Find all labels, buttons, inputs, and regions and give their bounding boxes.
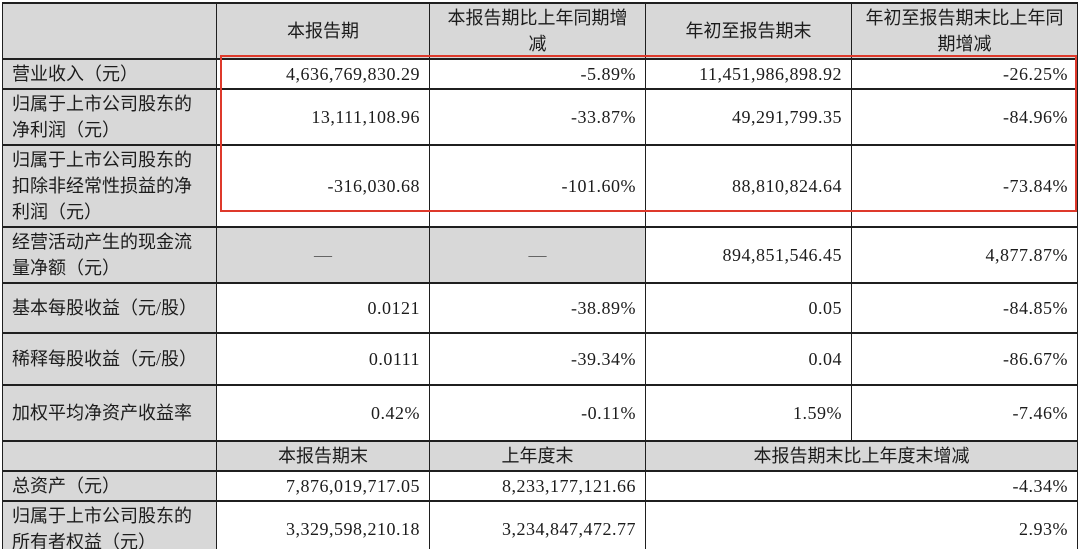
table-row-diluted-eps: 稀释每股收益（元/股） 0.0111 -39.34% 0.04 -86.67% xyxy=(2,332,1078,386)
cell-value: 49,291,799.35 xyxy=(645,88,852,146)
table-row-net-profit-excl-nonrecurring: 归属于上市公司股东的扣除非经常性损益的净利润（元） -316,030.68 -1… xyxy=(2,144,1078,228)
cell-value: -73.84% xyxy=(851,144,1078,228)
cell-value: 7,876,019,717.05 xyxy=(216,470,430,502)
cell-dash: — xyxy=(429,226,646,284)
table-row-owners-equity: 归属于上市公司股东的所有者权益（元） 3,329,598,210.18 3,23… xyxy=(2,500,1078,549)
cell-value: 4,636,769,830.29 xyxy=(216,58,430,90)
cell-value: 3,329,598,210.18 xyxy=(216,500,430,549)
header-cell-period-end: 本报告期末 xyxy=(216,440,430,472)
cell-value: 4,877.87% xyxy=(851,226,1078,284)
table-row-operating-cash-flow: 经营活动产生的现金流量净额（元） — — 894,851,546.45 4,87… xyxy=(2,226,1078,284)
row-label: 归属于上市公司股东的净利润（元） xyxy=(2,88,217,146)
cell-value: 0.04 xyxy=(645,332,852,386)
cell-value: 88,810,824.64 xyxy=(645,144,852,228)
cell-value: -38.89% xyxy=(429,282,646,334)
row-label: 稀释每股收益（元/股） xyxy=(2,332,217,386)
row-label: 归属于上市公司股东的扣除非经常性损益的净利润（元） xyxy=(2,144,217,228)
row-label: 总资产（元） xyxy=(2,470,217,502)
row-label: 营业收入（元） xyxy=(2,58,217,90)
cell-value: 1.59% xyxy=(645,384,852,442)
cell-value: 13,111,108.96 xyxy=(216,88,430,146)
cell-value: -33.87% xyxy=(429,88,646,146)
cell-value: -86.67% xyxy=(851,332,1078,386)
cell-value: -316,030.68 xyxy=(216,144,430,228)
header-cell-ytd: 年初至报告期末 xyxy=(645,2,852,60)
cell-value: 8,233,177,121.66 xyxy=(429,470,646,502)
header-row-top: 本报告期 本报告期比上年同期增减 年初至报告期末 年初至报告期末比上年同期增减 xyxy=(2,2,1078,60)
header-cell-current-period: 本报告期 xyxy=(216,2,430,60)
cell-value: -26.25% xyxy=(851,58,1078,90)
table-row-net-profit: 归属于上市公司股东的净利润（元） 13,111,108.96 -33.87% 4… xyxy=(2,88,1078,146)
row-label: 归属于上市公司股东的所有者权益（元） xyxy=(2,500,217,549)
table-row-revenue: 营业收入（元） 4,636,769,830.29 -5.89% 11,451,9… xyxy=(2,58,1078,90)
header-cell-period-yoy-change: 本报告期比上年同期增减 xyxy=(429,2,646,60)
cell-value: 0.42% xyxy=(216,384,430,442)
cell-value: -39.34% xyxy=(429,332,646,386)
cell-value: 894,851,546.45 xyxy=(645,226,852,284)
cell-value: -84.85% xyxy=(851,282,1078,334)
cell-value: -101.60% xyxy=(429,144,646,228)
cell-value: -7.46% xyxy=(851,384,1078,442)
header-cell-empty xyxy=(2,440,217,472)
header-cell-period-end-change: 本报告期末比上年度末增减 xyxy=(645,440,1078,472)
header-cell-ytd-yoy-change: 年初至报告期末比上年同期增减 xyxy=(851,2,1078,60)
cell-dash: — xyxy=(216,226,430,284)
cell-value: -5.89% xyxy=(429,58,646,90)
cell-value: 0.0111 xyxy=(216,332,430,386)
row-label: 基本每股收益（元/股） xyxy=(2,282,217,334)
table-row-total-assets: 总资产（元） 7,876,019,717.05 8,233,177,121.66… xyxy=(2,470,1078,502)
cell-value: -84.96% xyxy=(851,88,1078,146)
table-row-weighted-avg-roe: 加权平均净资产收益率 0.42% -0.11% 1.59% -7.46% xyxy=(2,384,1078,442)
cell-value: 2.93% xyxy=(645,500,1078,549)
header-row-bottom: 本报告期末 上年度末 本报告期末比上年度末增减 xyxy=(2,440,1078,472)
cell-value: 11,451,986,898.92 xyxy=(645,58,852,90)
cell-value: -4.34% xyxy=(645,470,1078,502)
cell-value: -0.11% xyxy=(429,384,646,442)
cell-value: 3,234,847,472.77 xyxy=(429,500,646,549)
cell-value: 0.05 xyxy=(645,282,852,334)
header-cell-empty xyxy=(2,2,217,60)
header-cell-prior-year-end: 上年度末 xyxy=(429,440,646,472)
row-label: 经营活动产生的现金流量净额（元） xyxy=(2,226,217,284)
table-row-basic-eps: 基本每股收益（元/股） 0.0121 -38.89% 0.05 -84.85% xyxy=(2,282,1078,334)
row-label: 加权平均净资产收益率 xyxy=(2,384,217,442)
cell-value: 0.0121 xyxy=(216,282,430,334)
